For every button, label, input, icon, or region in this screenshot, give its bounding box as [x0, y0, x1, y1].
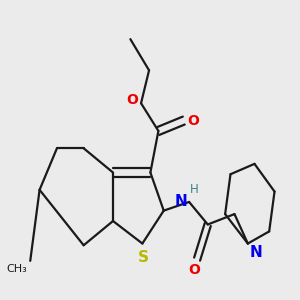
- Text: N: N: [249, 245, 262, 260]
- Text: CH₃: CH₃: [6, 264, 27, 274]
- Text: O: O: [187, 114, 199, 128]
- Text: N: N: [174, 194, 187, 209]
- Text: H: H: [190, 183, 198, 196]
- Text: O: O: [126, 94, 138, 107]
- Text: S: S: [138, 250, 149, 265]
- Text: O: O: [188, 262, 200, 277]
